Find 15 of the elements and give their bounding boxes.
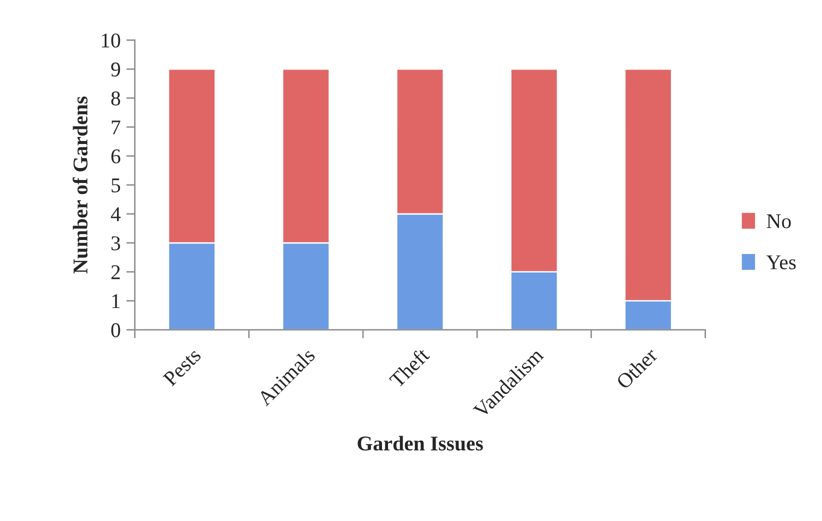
y-axis-title: Number of Gardens (72, 96, 88, 274)
y-tick-label: 4 (110, 207, 121, 222)
y-tick-label: 1 (112, 294, 120, 308)
y-tick-label: 8 (111, 91, 120, 106)
y-tick-label: 7 (112, 120, 120, 134)
y-tick-label: 2 (111, 265, 120, 280)
y-tick-label: 5 (112, 178, 120, 192)
x-axis-title: Garden Issues (358, 436, 483, 451)
legend-label: No (766, 214, 791, 228)
y-tick-label: 0 (111, 323, 120, 338)
y-tick-label: 6 (111, 149, 120, 164)
y-tick-label: 10 (102, 33, 120, 48)
y-tick-label: 9 (111, 62, 120, 77)
legend-label: Yes (766, 256, 796, 270)
y-tick-label: 3 (112, 236, 120, 250)
